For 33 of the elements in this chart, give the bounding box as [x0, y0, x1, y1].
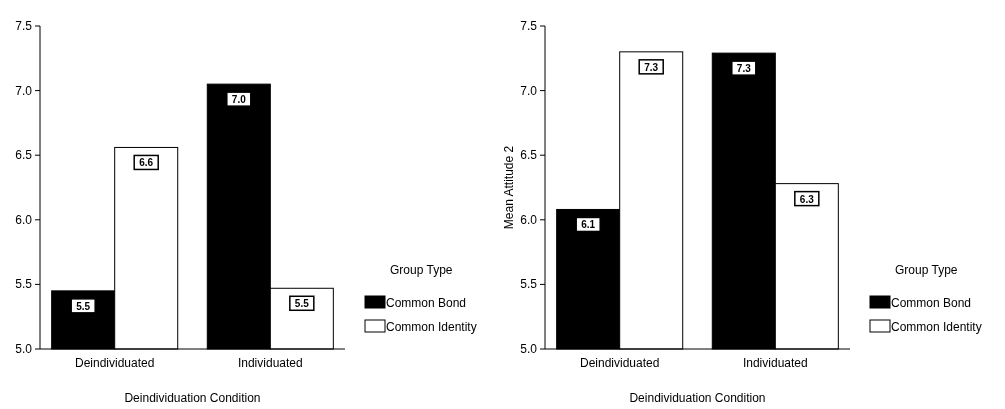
y-tick-label: 7.0	[520, 83, 538, 98]
y-tick-label: 5.5	[520, 277, 538, 292]
y-tick-label: 5.0	[15, 342, 33, 356]
legend-label: Common Identity	[891, 320, 982, 334]
data-label: 5.5	[76, 300, 91, 312]
data-label: 7.3	[736, 63, 752, 75]
x-tick-label: Deindividuated	[580, 356, 660, 370]
legend-title: Group Type	[895, 263, 958, 277]
y-tick-label: 6.0	[15, 212, 33, 227]
y-tick-label: 7.5	[15, 19, 33, 33]
x-tick-label: Individuated	[237, 356, 303, 370]
legend-label: Common Identity	[386, 320, 477, 334]
y-tick-label: 5.0	[520, 342, 538, 356]
legend-title: Group Type	[390, 263, 453, 277]
data-label: 6.6	[139, 157, 154, 169]
data-label: 7.3	[644, 61, 659, 73]
data-label: 6.1	[581, 219, 596, 231]
x-axis-title: Deindividuation Condition	[629, 391, 766, 405]
y-tick-label: 7.0	[15, 83, 33, 98]
y-axis-title: Mean Attitude 2	[502, 145, 516, 230]
y-tick-label: 6.5	[520, 148, 538, 163]
data-label: 6.3	[799, 193, 815, 205]
x-tick-label: Individuated	[742, 356, 808, 370]
y-tick-label: 6.5	[15, 148, 33, 163]
y-tick-label: 5.5	[15, 277, 33, 292]
x-tick-label: Deindividuated	[75, 356, 155, 370]
x-axis-title: Deindividuation Condition	[124, 391, 261, 405]
y-tick-label: 6.0	[520, 212, 538, 227]
data-label: 7.0	[231, 94, 247, 106]
data-label: 5.5	[294, 298, 310, 310]
legend-label: Common Bond	[386, 296, 467, 310]
y-tick-label: 7.5	[520, 19, 538, 33]
legend-label: Common Bond	[891, 296, 972, 310]
